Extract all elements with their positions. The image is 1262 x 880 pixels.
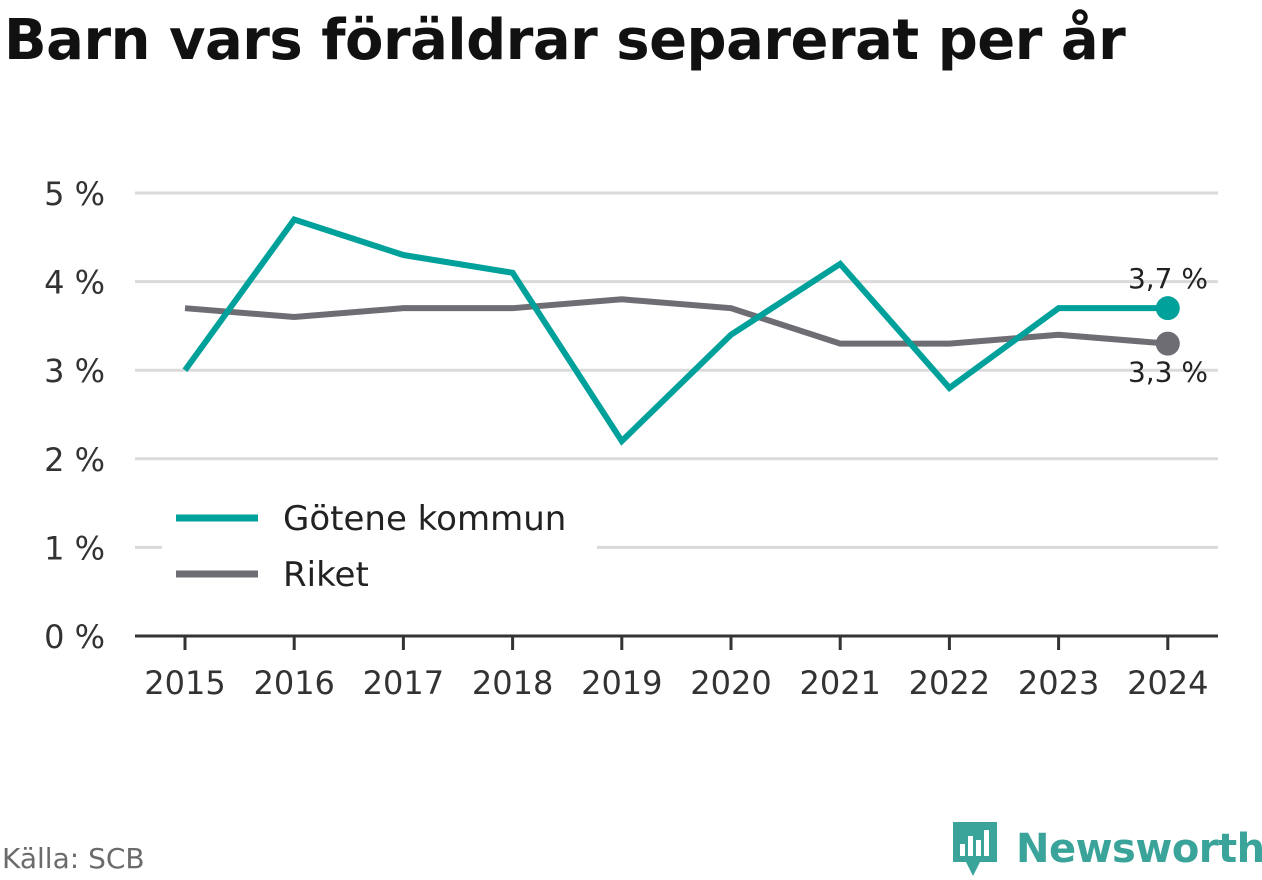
legend-background [162, 492, 597, 610]
end-value-label: 3,7 % [1128, 262, 1208, 295]
x-tick-label: 2017 [363, 664, 444, 702]
x-tick-label: 2018 [472, 664, 553, 702]
legend-label: Riket [283, 555, 369, 595]
y-tick-label: 2 % [44, 441, 105, 479]
end-value-label: 3,3 % [1128, 356, 1208, 389]
x-tick-label: 2020 [690, 664, 771, 702]
series-line [182, 216, 1168, 446]
brand-name: Newsworthy [1016, 826, 1262, 872]
x-tick-label: 2022 [909, 664, 990, 702]
series-end-marker [1155, 296, 1180, 321]
legend: Götene kommun Riket [162, 492, 597, 610]
x-tick-label: 2024 [1127, 664, 1208, 702]
x-tick-label: 2023 [1018, 664, 1099, 702]
series-lines [182, 216, 1180, 446]
y-tick-label: 5 % [44, 175, 105, 213]
legend-label: Götene kommun [283, 499, 566, 539]
y-tick-label: 0 % [44, 618, 105, 656]
series-line [184, 296, 1169, 347]
y-axis-labels: 0 % 1 % 2 % 3 % 4 % 5 % [44, 175, 105, 656]
chart-title: Barn vars föräldrar separerat per år [4, 8, 1126, 73]
y-tick-label: 1 % [44, 529, 105, 567]
newsworthy-logo[interactable]: Newsworthy [950, 818, 1262, 880]
x-tick-label: 2016 [253, 664, 334, 702]
x-tick-label: 2021 [799, 664, 880, 702]
x-tick-label: 2019 [581, 664, 662, 702]
y-tick-label: 4 % [44, 264, 105, 302]
y-tick-label: 3 % [44, 352, 105, 390]
x-axis: 2015 2016 2017 2018 2019 2020 2021 2022 2023 2024 [135, 634, 1218, 702]
x-tick-label: 2015 [144, 664, 225, 702]
series-end-marker [1155, 331, 1180, 356]
end-labels: 3,7 % 3,3 % [1128, 262, 1208, 388]
newsworthy-icon [953, 822, 997, 876]
source-text: Källa: SCB [2, 842, 145, 875]
